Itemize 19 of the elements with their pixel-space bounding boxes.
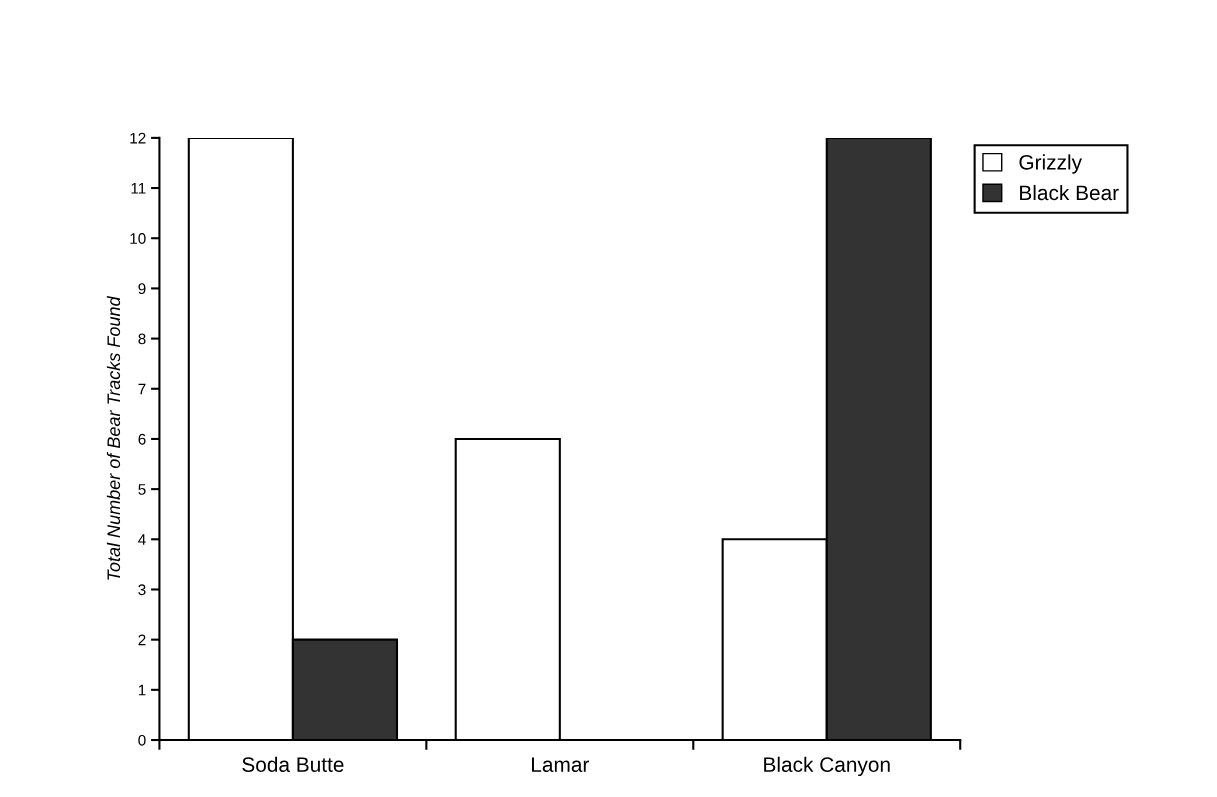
y-tick-label: 12 [130,132,146,144]
y-tick-label: 0 [138,734,146,746]
legend-label: Grizzly [1019,154,1082,174]
y-tick-label: 2 [138,634,146,646]
y-tick-label: 7 [138,383,146,395]
y-tick-label: 11 [131,183,146,194]
y-tick-label: 10 [130,233,146,244]
y-tick-label: 1 [138,684,146,696]
legend-label: Black Bear [1020,184,1119,201]
y-axis-title: Total Number of Bear Tracks Found [106,295,121,580]
y-tick-label: 5 [138,484,146,495]
x-tick-label: Lamar [532,757,589,772]
y-tick-label: 3 [138,584,146,596]
x-tick-label: Black Canyon [764,756,890,777]
y-tick-label: 8 [138,333,146,345]
x-tick-label: Soda Butte [242,756,344,772]
y-tick-label: 6 [138,433,146,445]
y-tick-label: 4 [138,534,146,545]
y-tick-label: 9 [138,283,146,295]
